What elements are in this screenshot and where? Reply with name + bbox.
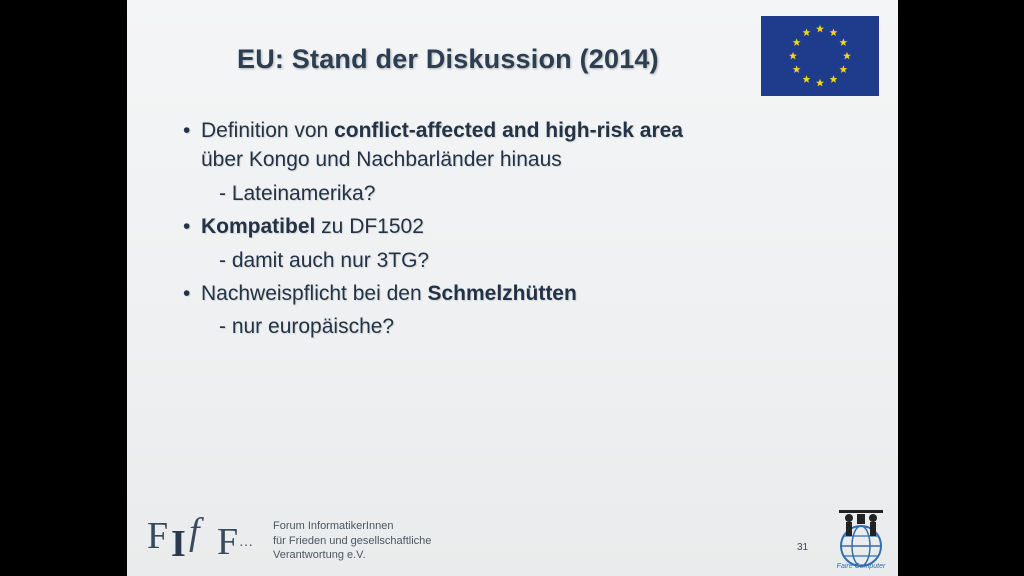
sub-bullet: - Lateinamerika? xyxy=(219,181,376,205)
bullet-text: Kompatibel zu DF1502 xyxy=(201,212,424,241)
eu-star-icon xyxy=(802,28,811,37)
bullet-text-bold: conflict-affected and high-risk area xyxy=(334,119,683,142)
org-line: Verantwortung e.V. xyxy=(273,549,366,562)
eu-star-icon xyxy=(789,51,797,60)
eu-star-icon xyxy=(802,75,811,83)
bullet-glyph: • xyxy=(183,215,191,239)
sub-bullet: - nur europäische? xyxy=(219,315,395,339)
bullet-list: • Definition von conflict-affected and h… xyxy=(183,116,863,346)
svg-text:I: I xyxy=(171,523,186,565)
bullet-text-part: zu DF1502 xyxy=(315,215,424,239)
bullet-text: Definition von conflict-affected and hig… xyxy=(201,116,683,145)
bullet-item: • Kompatibel zu DF1502 xyxy=(183,212,863,241)
page-number: 31 xyxy=(797,542,809,553)
svg-text:…: … xyxy=(239,535,253,550)
org-line: für Frieden und gesellschaftliche xyxy=(273,534,432,547)
eu-star-icon xyxy=(839,38,848,46)
svg-text:F: F xyxy=(147,515,168,557)
bullet-glyph: • xyxy=(183,119,191,142)
presentation-slide: EU: Stand der Diskussion (2014) • Defini… xyxy=(127,0,898,576)
bullet-item: • Definition von conflict-affected and h… xyxy=(183,116,863,145)
bullet-continuation: über Kongo und Nachbarländer hinaus xyxy=(201,148,562,172)
slide-title: EU: Stand der Diskussion (2014) xyxy=(237,44,659,74)
sub-bullet: - damit auch nur 3TG? xyxy=(219,248,430,272)
eu-flag-icon xyxy=(761,16,879,96)
bullet-text-bold: Schmelzhütten xyxy=(427,281,577,305)
eu-star-icon xyxy=(839,65,848,73)
eu-star-icon xyxy=(816,24,824,33)
bullet-text-bold: Kompatibel xyxy=(201,215,316,239)
faire-computer-logo: Faire Computer xyxy=(827,502,895,570)
eu-star-icon xyxy=(829,75,838,83)
fiff-logo: F I f F … xyxy=(145,504,267,566)
svg-text:F: F xyxy=(217,521,238,563)
bullet-text-part: Definition von xyxy=(201,119,335,142)
bullet-item: • Nachweispflicht bei den Schmelzhütten xyxy=(183,279,863,308)
svg-text:f: f xyxy=(189,511,204,553)
bullet-text-part: Nachweispflicht bei den xyxy=(201,281,428,305)
bullet-text: Nachweispflicht bei den Schmelzhütten xyxy=(201,279,577,308)
eu-star-icon xyxy=(829,28,838,37)
right-logo-text: Faire Computer xyxy=(837,563,886,570)
org-line: Forum InformatikerInnen xyxy=(273,520,394,532)
eu-star-icon xyxy=(792,38,801,46)
eu-star-icon xyxy=(843,51,851,60)
eu-star-icon xyxy=(792,65,801,73)
org-name: Forum InformatikerInnen für Frieden und … xyxy=(273,519,493,563)
eu-star-icon xyxy=(816,78,824,87)
bullet-glyph: • xyxy=(183,281,191,305)
